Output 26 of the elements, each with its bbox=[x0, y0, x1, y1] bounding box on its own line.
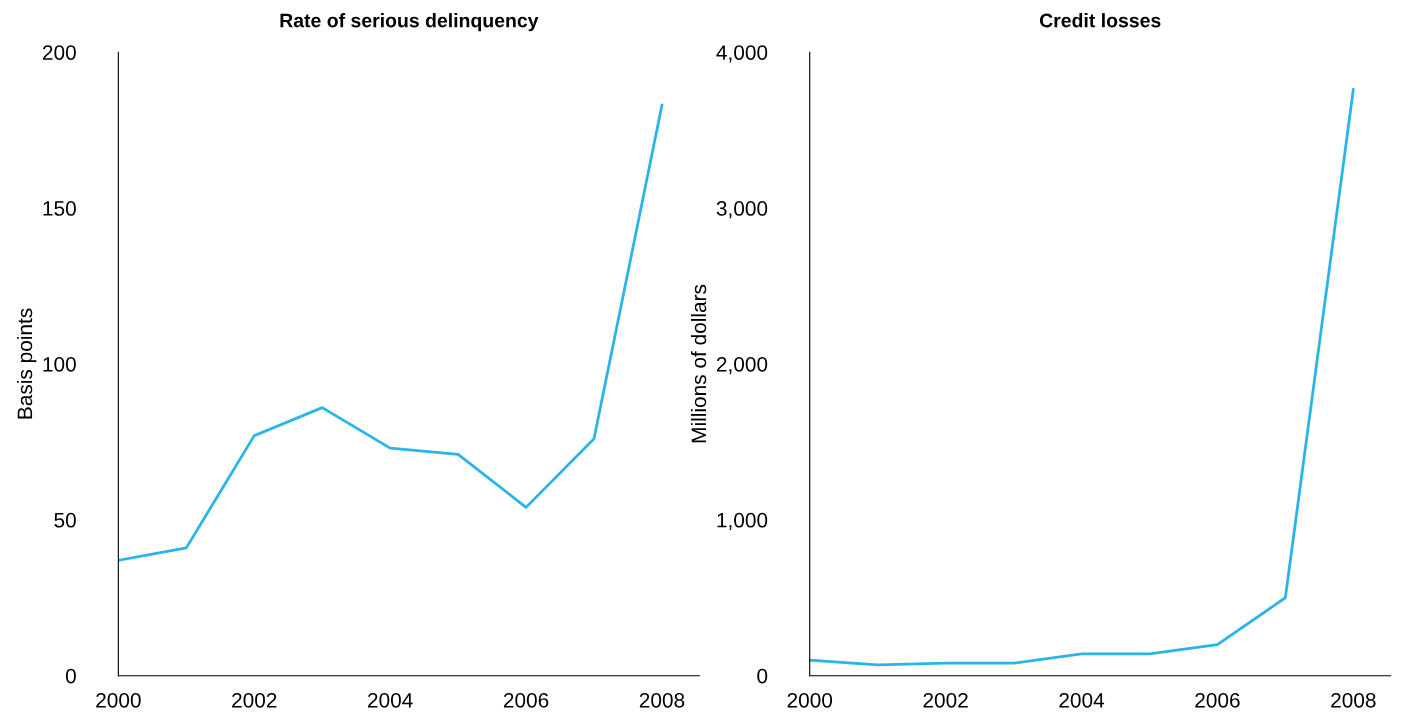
chart-title: Rate of serious delinquency bbox=[280, 13, 539, 32]
x-tick-label: 2006 bbox=[503, 692, 549, 708]
x-tick-label: 2004 bbox=[1059, 692, 1105, 708]
x-tick-label: 2002 bbox=[923, 692, 968, 708]
y-tick-label: 1,000 bbox=[717, 512, 768, 531]
x-tick-label: 2000 bbox=[96, 692, 141, 708]
y-tick-label: 100 bbox=[43, 356, 76, 372]
y-tick-label: 200 bbox=[42, 45, 76, 60]
y-axis-title: Millions of dollars bbox=[690, 284, 707, 443]
y-tick-label: 4,000 bbox=[716, 45, 768, 63]
y-tick-label: 50 bbox=[54, 512, 76, 528]
x-tick-label: 2008 bbox=[1331, 692, 1376, 708]
x-tick-label: 2002 bbox=[232, 692, 277, 708]
y-tick-label: 150 bbox=[43, 201, 76, 216]
y-tick-label: 0 bbox=[65, 668, 76, 684]
y-tick-label: 0 bbox=[757, 668, 768, 684]
line-series bbox=[809, 88, 1355, 667]
x-tick-label: 2008 bbox=[639, 692, 685, 708]
y-axis-title: Basis points bbox=[16, 308, 37, 419]
y-tick-label: 3,000 bbox=[716, 201, 768, 219]
line-series bbox=[118, 103, 664, 562]
x-tick-label: 2004 bbox=[368, 692, 413, 708]
chart-title: Credit losses bbox=[1039, 13, 1161, 28]
y-tick-label: 2,000 bbox=[716, 356, 768, 375]
x-tick-label: 2000 bbox=[787, 692, 833, 708]
x-tick-label: 2006 bbox=[1195, 692, 1240, 708]
